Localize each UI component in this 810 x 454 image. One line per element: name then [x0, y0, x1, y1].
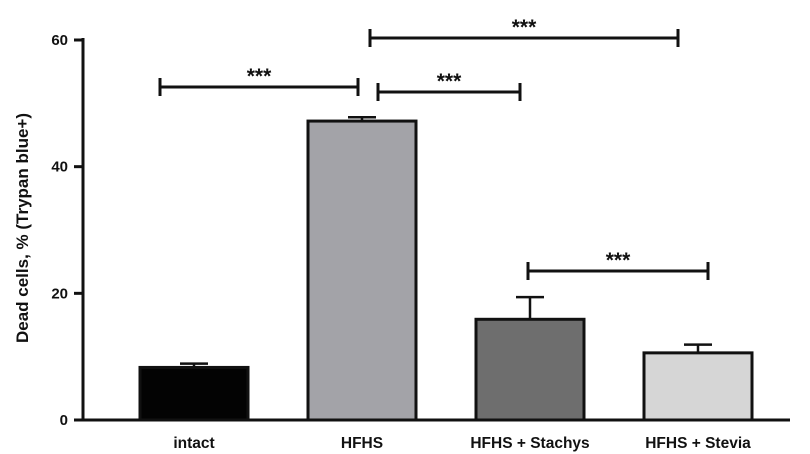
x-tick-label: HFHS: [341, 435, 383, 452]
y-axis-title: Dead cells, % (Trypan blue+): [13, 113, 32, 343]
significance-label: ***: [512, 16, 537, 39]
x-tick-label: HFHS + Stevia: [645, 435, 751, 452]
y-tick-label: 0: [60, 412, 68, 429]
significance-brackets: *** *** *** ***: [160, 16, 708, 280]
x-tick-labels: intact HFHS HFHS + Stachys HFHS + Stevia: [173, 435, 751, 452]
bar: [308, 121, 416, 420]
significance-label: ***: [437, 70, 462, 93]
bar: [140, 367, 248, 420]
y-tick-label: 60: [51, 32, 68, 49]
significance-label: ***: [606, 249, 631, 272]
y-tick-label: 20: [51, 285, 68, 302]
significance-label: ***: [247, 65, 272, 88]
bar: [476, 319, 584, 420]
x-tick-label: intact: [173, 435, 214, 452]
bar: [644, 353, 752, 420]
error-bars: [180, 117, 712, 367]
y-ticks: 0 20 40 60: [51, 32, 83, 429]
x-tick-label: HFHS + Stachys: [470, 435, 589, 452]
y-axis-title-group: Dead cells, % (Trypan blue+): [13, 113, 32, 343]
y-tick-label: 40: [51, 159, 68, 176]
